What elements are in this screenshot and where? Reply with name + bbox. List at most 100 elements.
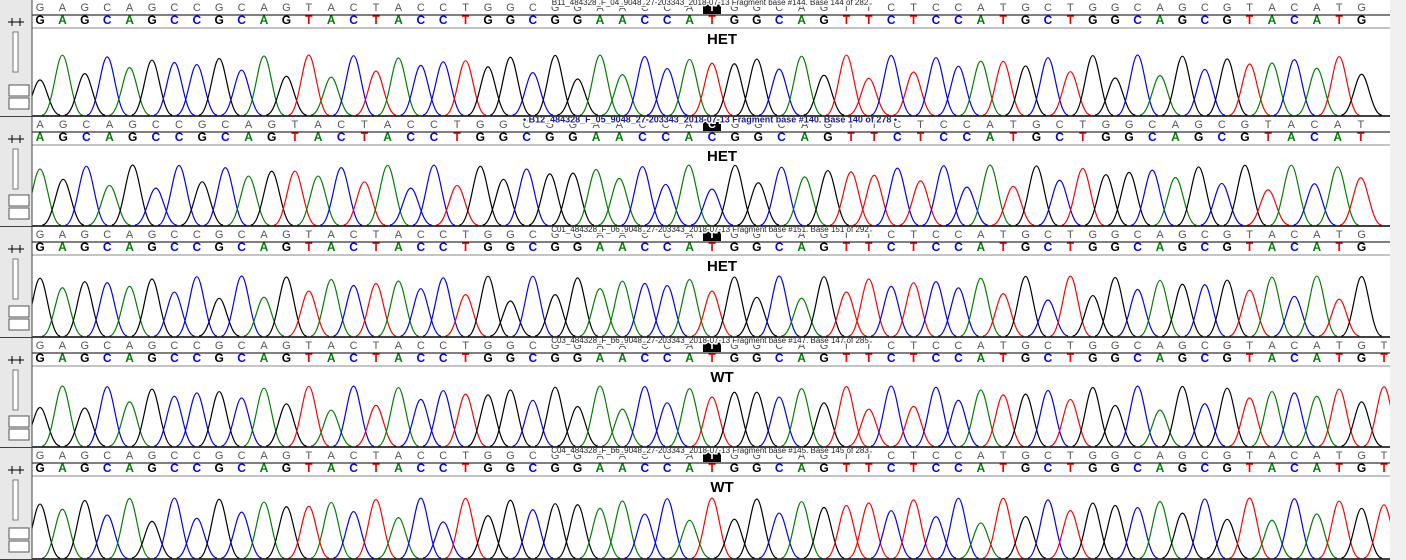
called-base: G [35, 13, 44, 27]
trace-peak [355, 404, 397, 447]
trace-peak [870, 510, 912, 559]
base-toggle[interactable] [8, 415, 30, 428]
reference-base: G [1357, 450, 1366, 462]
called-base: A [1268, 461, 1277, 475]
reference-base: C [1201, 2, 1209, 14]
reference-base: T [1067, 340, 1074, 352]
called-base: C [439, 13, 448, 27]
called-base: T [910, 240, 918, 254]
called-base: C [638, 130, 647, 144]
reference-base: A [986, 119, 994, 131]
base-toggle[interactable] [8, 84, 30, 97]
called-base: C [640, 240, 649, 254]
called-base: C [640, 351, 649, 365]
trace-peak [400, 398, 442, 447]
reference-base: T [1000, 229, 1007, 241]
called-base: C [349, 351, 358, 365]
called-base: C [192, 13, 201, 27]
zoom-icon[interactable] [8, 135, 24, 143]
reference-base: A [59, 340, 67, 352]
reference-base: T [910, 2, 917, 14]
trace-peak [176, 517, 218, 559]
trace-peak [176, 63, 218, 116]
reference-base: G [506, 2, 515, 14]
reference-base: G [484, 450, 493, 462]
base-toggle[interactable] [8, 97, 30, 110]
called-base: A [1171, 130, 1180, 144]
trace-peak [968, 164, 1012, 226]
called-base: C [640, 461, 649, 475]
called-base: T [1067, 240, 1075, 254]
reference-base: G [1357, 340, 1366, 352]
reference-base: C [778, 119, 786, 131]
trace-peak [848, 77, 890, 116]
reference-base: T [1067, 2, 1074, 14]
reference-base: C [1044, 2, 1052, 14]
slider[interactable] [12, 258, 19, 300]
zoom-icon[interactable] [8, 18, 24, 26]
reference-base: A [395, 2, 403, 14]
trace-peak [646, 284, 688, 337]
reference-base: G [1111, 2, 1120, 14]
trace-peak [445, 393, 487, 447]
base-toggle[interactable] [8, 207, 30, 220]
reference-base: C [238, 450, 246, 462]
called-base: C [170, 240, 179, 254]
reference-base: A [314, 119, 322, 131]
trace-peak [870, 54, 912, 116]
called-base: G [573, 351, 582, 365]
base-toggle[interactable] [8, 540, 30, 553]
trace-peak [915, 516, 957, 559]
base-toggle[interactable] [8, 305, 30, 318]
zoom-icon[interactable] [8, 356, 24, 364]
called-base: G [1088, 351, 1097, 365]
called-base: A [618, 351, 627, 365]
reference-base: C [523, 119, 531, 131]
called-base: A [618, 13, 627, 27]
called-base: T [1246, 13, 1254, 27]
called-base: C [1044, 240, 1053, 254]
trace-peak [310, 278, 352, 337]
trace-peak [1341, 507, 1383, 559]
reference-base: C [170, 2, 178, 14]
trace-peak [598, 177, 641, 226]
zoom-icon[interactable] [8, 245, 24, 253]
trace-peak [243, 55, 285, 116]
called-base: C [661, 130, 670, 144]
called-base: G [1111, 13, 1120, 27]
reference-base: T [1336, 450, 1343, 462]
slider[interactable] [12, 148, 19, 190]
reference-base: G [1021, 2, 1030, 14]
base-toggle[interactable] [8, 428, 30, 441]
trace-peak [803, 74, 845, 116]
trace-peak [265, 506, 307, 559]
reference-base: C [932, 340, 940, 352]
trace-peak [1184, 498, 1226, 559]
base-toggle[interactable] [8, 527, 30, 540]
slider[interactable] [12, 369, 19, 411]
reference-base: G [484, 340, 493, 352]
base-toggle[interactable] [8, 318, 30, 331]
called-base: G [1223, 461, 1232, 475]
slider[interactable] [12, 31, 19, 73]
trace-peak [65, 165, 108, 226]
trace-peak [265, 276, 307, 337]
base-toggle[interactable] [8, 194, 30, 207]
called-base: A [1268, 240, 1277, 254]
trace-peak [109, 67, 151, 116]
slider[interactable] [12, 479, 19, 521]
called-base: A [58, 351, 67, 365]
called-base: A [125, 13, 134, 27]
scrollbar[interactable] [1390, 0, 1406, 560]
reference-base: C [350, 229, 358, 241]
called-base: C [963, 130, 972, 144]
zoom-icon[interactable] [8, 466, 24, 474]
reference-base: T [865, 340, 872, 352]
called-base: C [1290, 351, 1299, 365]
reference-base: G [128, 119, 137, 131]
reference-base: C [641, 2, 649, 14]
reference-base: C [775, 340, 783, 352]
reference-base: G [81, 2, 90, 14]
reference-base: C [1290, 450, 1298, 462]
